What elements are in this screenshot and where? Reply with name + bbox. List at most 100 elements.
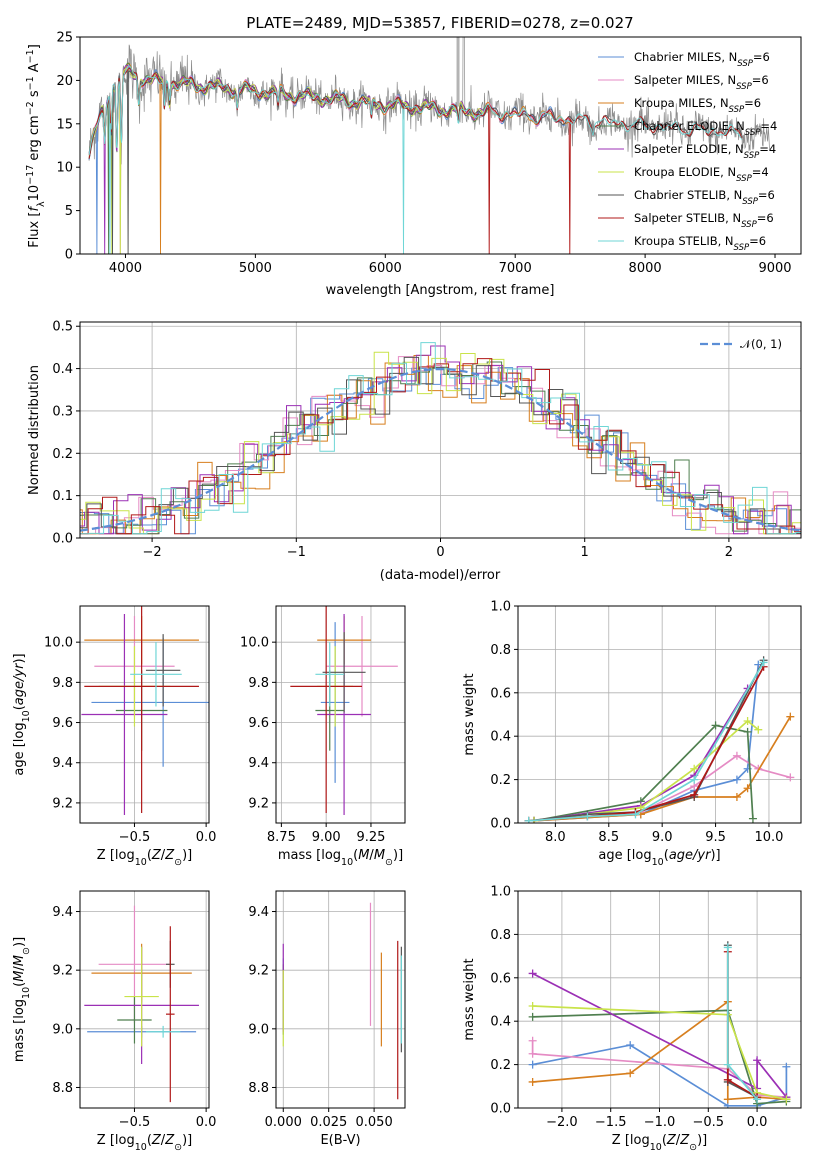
panel-residuals: −2 −1 0 1 2 0.0 0.1 0.2 0.3 0.4 0.5 (data-model)/er… bbox=[27, 320, 802, 583]
data-point bbox=[631, 810, 640, 819]
data-point bbox=[690, 790, 699, 799]
plot-area bbox=[282, 902, 402, 1100]
x-tick-label: −2 bbox=[143, 545, 162, 560]
y-tick-label: 1.0 bbox=[490, 885, 511, 900]
y-tick-label: 1.0 bbox=[490, 600, 511, 615]
legend-label: Kroupa STELIB, NSSP=6 bbox=[634, 234, 766, 253]
data-point bbox=[528, 1036, 537, 1045]
y-tick-label: 0.2 bbox=[490, 773, 511, 788]
legend-label: Kroupa MILES, NSSP=6 bbox=[634, 96, 761, 115]
x-tick-label: −1 bbox=[287, 545, 306, 560]
x-tick-label: −0.5 bbox=[119, 1115, 151, 1130]
data-point bbox=[753, 1095, 762, 1104]
y-tick-label: 9.0 bbox=[52, 1022, 73, 1037]
data-point bbox=[754, 725, 763, 734]
data-point bbox=[583, 812, 592, 821]
series-salpeter_stelib bbox=[723, 947, 762, 1102]
y-tick-label: 0.1 bbox=[52, 489, 73, 504]
y-axis-label: mass [log10(M/M⊙)] bbox=[12, 937, 32, 1062]
y-tick-label: 9.4 bbox=[248, 756, 269, 771]
panel-spectrum: 4000 5000 6000 7000 8000 9000 0 5 10 15 20 25 PLATE=… bbox=[25, 14, 802, 298]
errorbar-chabrier_elodie bbox=[117, 996, 152, 1044]
data-point bbox=[690, 775, 699, 784]
histogram-chabrier_miles bbox=[80, 367, 801, 535]
plot-area bbox=[88, 37, 771, 254]
y-tick-label: 0.8 bbox=[490, 643, 511, 658]
panel-weight_vs_age: 8.0 8.5 9.0 9.5 10.0 0.0 0.2 0.4 0.6 0.8 1.0 age [l… bbox=[462, 600, 802, 868]
x-tick-label: 9.00 bbox=[312, 830, 341, 845]
y-tick-label: 9.2 bbox=[52, 964, 73, 979]
axes-frame bbox=[275, 605, 406, 824]
data-point bbox=[782, 1095, 791, 1104]
series-kroupa_stelib bbox=[723, 943, 762, 1104]
data-point bbox=[723, 1095, 732, 1104]
y-tick-label: 9.0 bbox=[248, 1022, 269, 1037]
y-axis-label: age [log10(age/yr)] bbox=[12, 653, 32, 775]
y-tick-label: 5 bbox=[65, 204, 73, 219]
x-tick-label: 1 bbox=[581, 545, 589, 560]
x-axis-label: Z [log10(Z/Z⊙)] bbox=[612, 1133, 707, 1153]
axes-frame bbox=[79, 36, 802, 255]
x-tick-label: −2.0 bbox=[546, 1115, 578, 1130]
y-tick-label: 0.8 bbox=[490, 928, 511, 943]
y-tick-label: 0.4 bbox=[490, 730, 511, 745]
x-axis-label: mass [log10(M/M⊙)] bbox=[278, 848, 403, 868]
data-point bbox=[528, 1002, 537, 1011]
y-tick-label: 0.2 bbox=[490, 1058, 511, 1073]
model-spectrum-kroupa_stelib bbox=[88, 65, 743, 254]
x-tick-label: 0.025 bbox=[310, 1115, 347, 1130]
data-point bbox=[690, 764, 699, 773]
y-tick-label: 10.0 bbox=[44, 636, 73, 651]
x-tick-label: 5000 bbox=[239, 261, 272, 276]
x-tick-label: 8000 bbox=[629, 261, 662, 276]
y-tick-label: 0.3 bbox=[52, 404, 73, 419]
y-tick-label: 9.2 bbox=[248, 796, 269, 811]
y-tick-label: 9.8 bbox=[52, 676, 73, 691]
x-tick-label: 9.5 bbox=[705, 830, 726, 845]
data-point bbox=[528, 1060, 537, 1069]
y-tick-label: 0.0 bbox=[52, 532, 73, 547]
legend-label: Chabrier MILES, NSSP=6 bbox=[634, 50, 770, 69]
x-tick-label: 0.0 bbox=[196, 1115, 217, 1130]
series-line bbox=[532, 1005, 787, 1101]
y-tick-label: 9.4 bbox=[248, 905, 269, 920]
y-tick-label: 9.6 bbox=[248, 716, 269, 731]
histogram-kroupa_miles bbox=[80, 355, 801, 535]
legend-label: Chabrier ELODIE, NSSP=4 bbox=[634, 119, 777, 138]
histogram-salpeter_miles bbox=[80, 356, 801, 535]
axes-frame bbox=[275, 890, 406, 1109]
plot-area bbox=[528, 941, 791, 1108]
data-point bbox=[723, 943, 732, 952]
data-point bbox=[748, 814, 757, 823]
plot-area bbox=[81, 606, 209, 815]
histogram-salpeter_stelib bbox=[80, 358, 801, 535]
legend-label: Salpeter STELIB, NSSP=6 bbox=[634, 211, 774, 230]
model-spectrum-kroupa_miles bbox=[88, 62, 571, 254]
errorbar-chabrier_stelib bbox=[322, 632, 366, 713]
data-point bbox=[782, 1062, 791, 1071]
errorbar-kroupa_stelib bbox=[315, 642, 345, 707]
y-tick-label: 8.8 bbox=[248, 1081, 269, 1096]
y-tick-label: 0.4 bbox=[52, 362, 73, 377]
y-axis-label: Flux [fλ10−17 erg cm−2 s−1 A−1] bbox=[25, 44, 47, 248]
y-tick-label: 0.6 bbox=[490, 971, 511, 986]
data-point bbox=[626, 1041, 635, 1050]
x-axis-label: wavelength [Angstrom, rest frame] bbox=[326, 283, 555, 298]
x-tick-label: 2 bbox=[725, 545, 733, 560]
data-point bbox=[743, 717, 752, 726]
y-tick-label: 0 bbox=[65, 248, 73, 263]
x-axis-label: age [log10(age/yr)] bbox=[598, 848, 720, 868]
x-tick-label: 9.0 bbox=[652, 830, 673, 845]
y-axis-label: mass weight bbox=[462, 958, 477, 1040]
x-axis-label: E(B-V) bbox=[320, 1133, 360, 1148]
chart-title: PLATE=2489, MJD=53857, FIBERID=0278, z=0… bbox=[246, 14, 633, 32]
histogram-chabrier_stelib bbox=[80, 356, 801, 535]
data-point bbox=[528, 969, 537, 978]
y-tick-label: 0.4 bbox=[490, 1015, 511, 1030]
errorbar-salpeter_stelib bbox=[84, 606, 199, 813]
data-point bbox=[732, 792, 741, 801]
x-tick-label: 0 bbox=[436, 545, 444, 560]
grid-lines bbox=[276, 891, 405, 1108]
y-tick-label: 20 bbox=[56, 74, 73, 89]
x-tick-label: −1.0 bbox=[644, 1115, 676, 1130]
